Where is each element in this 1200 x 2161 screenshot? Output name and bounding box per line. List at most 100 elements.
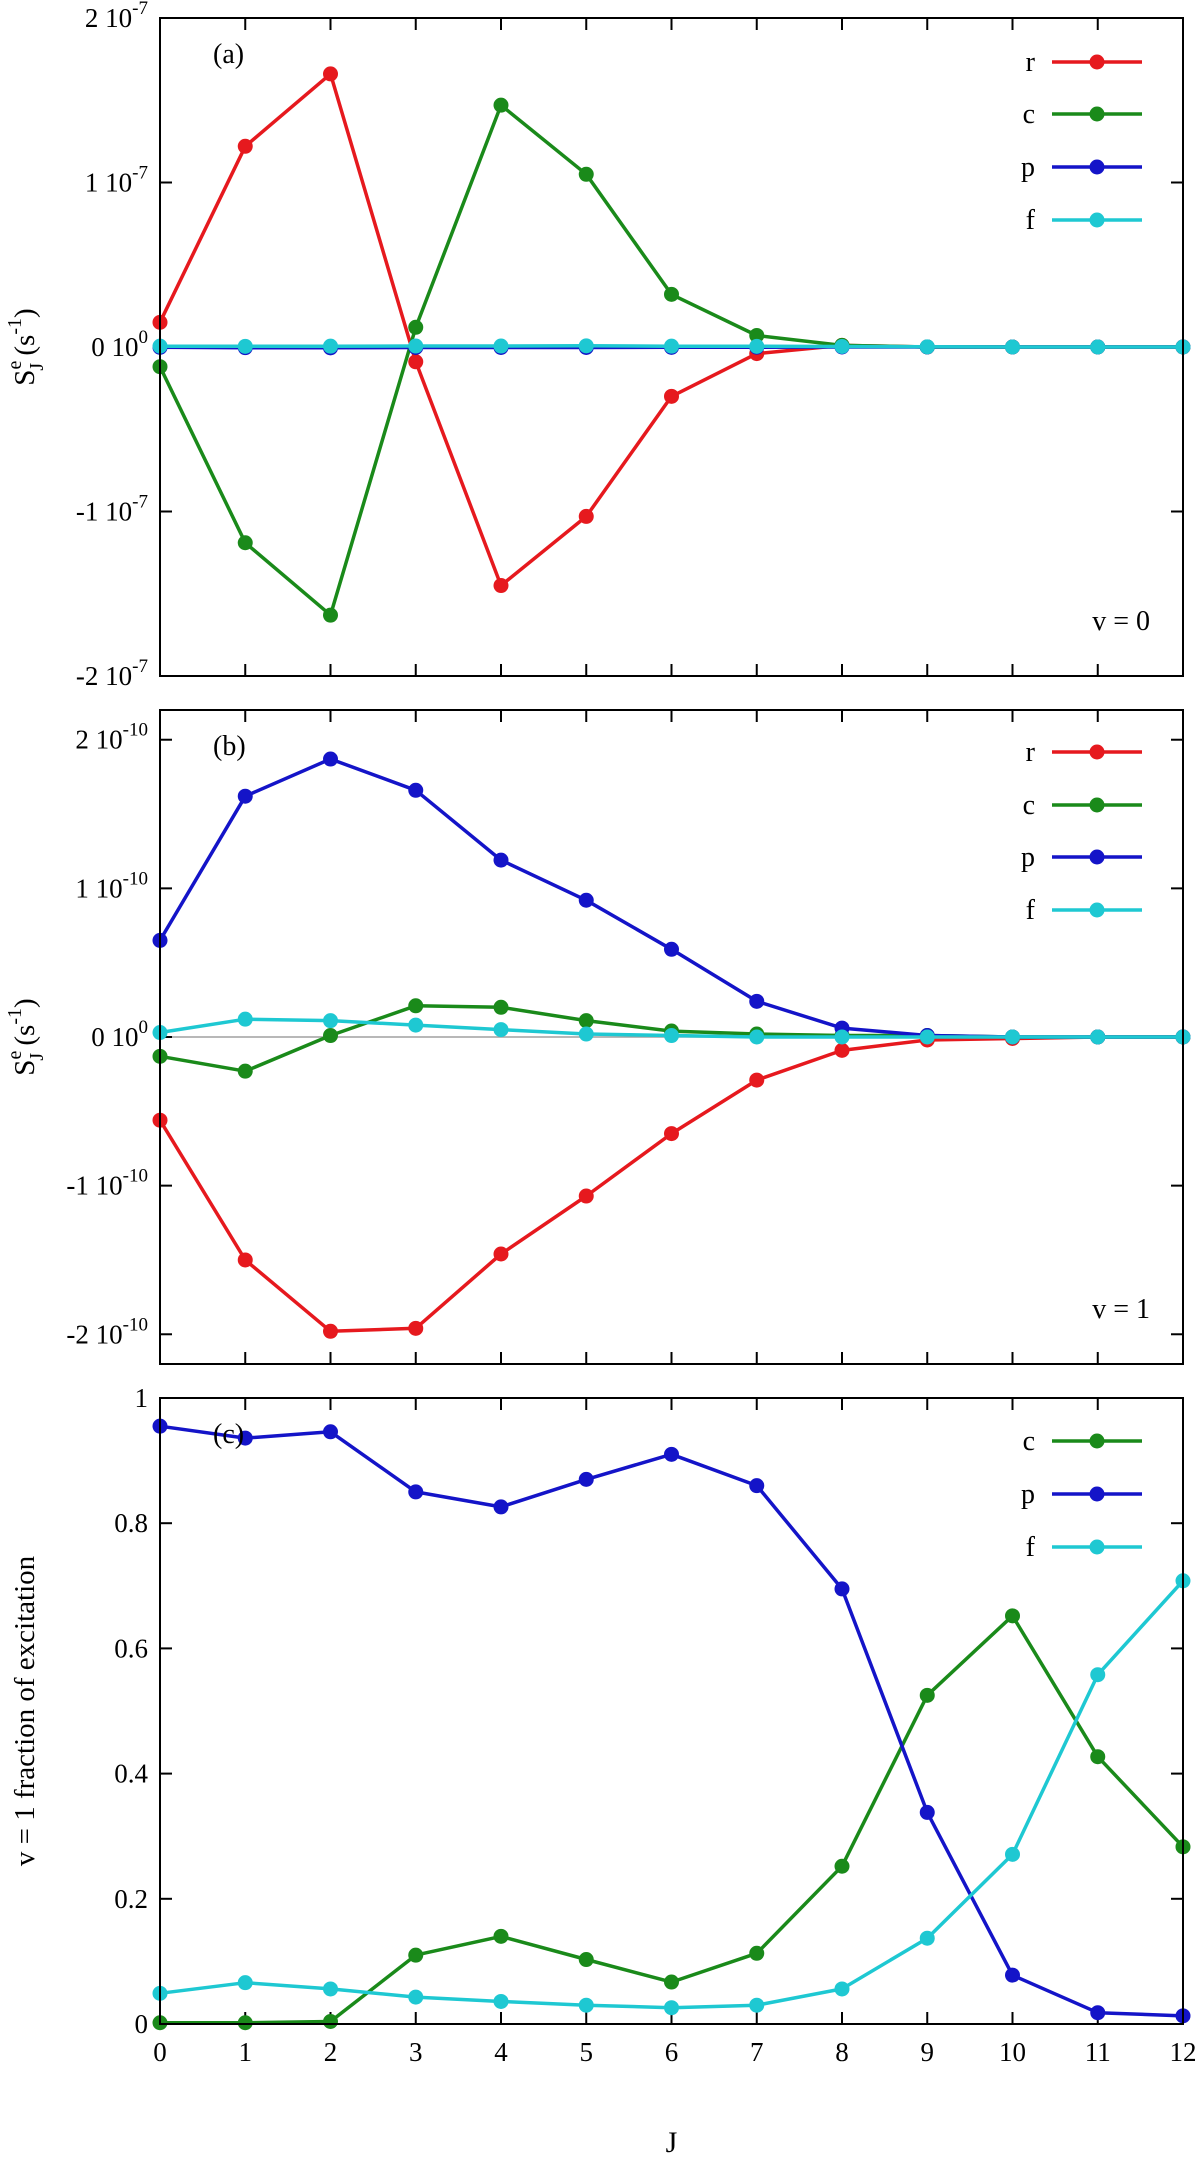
y-tick-label: 0 100 [91,1017,148,1052]
data-point-f [919,1930,935,1946]
legend-marker-p [1089,849,1105,865]
data-point-f [1005,1029,1020,1045]
legend-marker-f [1089,1539,1105,1555]
data-point-c [664,286,679,302]
y-tick-mantissa: -1 10 [66,1171,122,1201]
legend-marker-c [1089,106,1105,122]
y-tick-exponent: 0 [139,327,149,348]
y-tick-label: 0 100 [91,327,148,362]
data-point-f [578,338,594,354]
data-point-f [1005,339,1020,355]
x-tick-label: 7 [750,2037,764,2067]
x-tick-label: 0 [153,2037,167,2067]
y-tick-exponent: -7 [132,656,148,677]
data-point-p [749,993,765,1009]
y-tick-mantissa: 2 10 [85,3,132,33]
data-point-r [664,388,679,404]
data-point-c [237,1063,253,1079]
data-point-f [493,1993,509,2009]
y-tick-exponent: -10 [123,868,148,889]
data-point-f [578,1997,594,2013]
data-point-f [237,1975,253,1991]
data-point-p [1090,2005,1106,2021]
data-point-f [493,1022,509,1038]
data-point-c [1090,1749,1106,1765]
x-tick-label: 6 [665,2037,679,2067]
y-tick-mantissa: 2 10 [75,725,122,755]
data-point-f [1005,1846,1020,1862]
data-point-r [578,508,594,524]
legend-marker-r [1089,54,1105,70]
y-axis-label: SeJ (s-1) [4,998,48,1075]
data-point-r [749,1072,765,1088]
data-point-r [664,1126,679,1142]
x-tick-label: 12 [1170,2037,1197,2067]
data-point-p [323,751,338,767]
y-label-main: S [9,370,41,386]
data-point-p [237,1430,253,1446]
y-axis-label: SeJ (s-1) [4,308,48,385]
data-point-f [323,1013,338,1029]
y-tick-label: 1 10-7 [85,163,148,198]
data-point-c [323,1028,338,1044]
legend-label-f: f [1026,205,1036,236]
data-point-f [749,338,765,354]
legend-label-c: c [1023,790,1035,821]
y-tick-label: 2 10-7 [85,0,148,33]
data-point-f [919,1029,935,1045]
y-tick-label: 1 10-10 [75,868,148,903]
data-point-c [323,2013,338,2029]
data-point-f [664,338,679,354]
data-point-p [408,782,424,798]
data-point-f [408,338,424,354]
data-point-r [323,1323,338,1339]
data-point-f [323,1981,338,1997]
data-point-f [749,1029,765,1045]
y-tick-label: 0.4 [114,1759,148,1789]
data-point-f [834,1029,850,1045]
y-tick-label: -2 10-7 [76,656,148,691]
y-tick-exponent: -7 [132,492,148,513]
y-axis-label: v = 1 fraction of excitation [9,1555,41,1866]
data-point-p [237,788,253,804]
y-tick-exponent: -7 [132,163,148,184]
y-tick-label: -1 10-10 [66,1166,148,1201]
legend-marker-p [1089,159,1105,175]
data-point-p [408,1484,424,1500]
data-point-f [408,1017,424,1033]
data-point-r [408,354,424,370]
y-label-unit-sup: -1 [4,318,26,335]
legend-label-p: p [1021,1479,1035,1510]
y-tick-label: 0.8 [114,1508,148,1538]
series-line-r [158,1035,1183,1334]
data-point-p [1005,1967,1020,1983]
data-point-p [493,852,509,868]
data-point-r [578,1188,594,1204]
plot-frame [159,17,1184,677]
data-point-f [664,2000,679,2016]
panel-label: (b) [213,731,246,762]
data-point-r [493,578,509,594]
x-tick-label: 3 [409,2037,423,2067]
legend-label-c: c [1023,1426,1035,1457]
y-tick-exponent: -10 [123,720,148,741]
data-point-r [408,1320,424,1336]
data-point-c [919,1687,935,1703]
legend-marker-r [1089,744,1105,760]
data-point-p [664,941,679,957]
data-point-f [1090,1029,1106,1045]
x-tick-label: 9 [921,2037,935,2067]
data-point-f [578,1026,594,1042]
y-label-main: S [9,1060,41,1076]
y-tick-label: 0.6 [114,1633,148,1663]
data-point-f [1090,339,1106,355]
y-tick-mantissa: -1 10 [76,497,132,527]
y-label-unit-close: ) [9,308,41,318]
y-label-unit-sup: -1 [4,1008,26,1025]
data-point-r [834,1042,850,1058]
y-tick-mantissa: -2 10 [76,661,132,691]
legend-label-c: c [1023,99,1035,130]
y-tick-label: 0.2 [114,1884,148,1914]
